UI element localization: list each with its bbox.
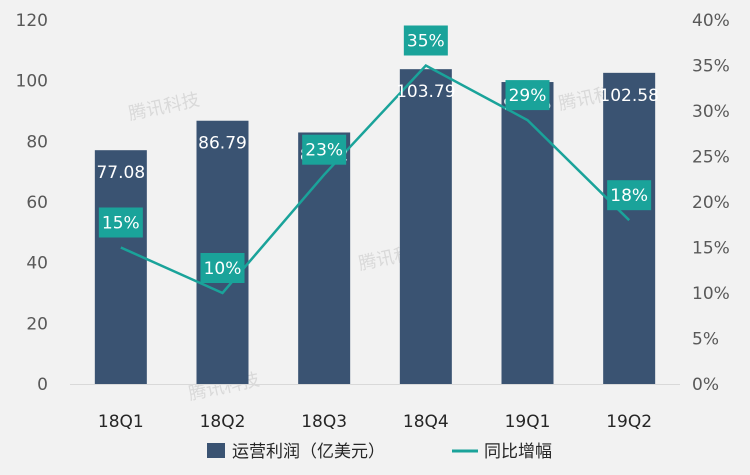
legend-label-bar: 运营利润（亿美元） (232, 442, 385, 462)
right-tick-label: 40% (692, 11, 730, 31)
legend-label-line: 同比增幅 (484, 442, 552, 462)
left-tick-label: 100 (16, 72, 48, 92)
left-tick-label: 60 (26, 193, 48, 213)
growth-label-box (302, 134, 347, 165)
watermark-text: 腾讯科技 (127, 89, 202, 125)
left-tick-label: 40 (26, 254, 48, 274)
category-label: 19Q1 (505, 412, 551, 432)
category-label: 18Q1 (98, 412, 144, 432)
growth-label: 35% (407, 32, 445, 52)
left-tick-label: 0 (37, 375, 48, 395)
category-label: 19Q2 (606, 412, 652, 432)
right-tick-label: 30% (692, 102, 730, 122)
growth-label-box (505, 80, 550, 111)
right-tick-label: 15% (692, 239, 730, 259)
growth-line-layer (120, 63, 631, 295)
growth-label: 10% (204, 259, 242, 279)
growth-label-box (403, 25, 448, 56)
growth-label: 18% (610, 186, 648, 206)
left-tick-label: 80 (26, 132, 48, 152)
bar-value-label: 102.58 (599, 86, 658, 106)
bar-value-label: 77.08 (96, 163, 145, 183)
right-tick-label: 25% (692, 148, 730, 168)
bar-18Q2 (196, 120, 249, 384)
legend-swatch-bar (207, 443, 225, 458)
right-tick-label: 35% (692, 57, 730, 77)
bar-value-label: 103.79 (396, 82, 455, 102)
right-tick-label: 0% (692, 375, 719, 395)
right-tick-label: 5% (692, 330, 719, 350)
left-tick-label: 20 (26, 314, 48, 334)
growth-line (120, 63, 631, 295)
growth-label-box (98, 207, 143, 238)
legend: 运营利润（亿美元） 同比增幅 (207, 442, 552, 462)
bars (94, 69, 656, 384)
category-label: 18Q2 (200, 412, 246, 432)
x-axis: 18Q1 18Q2 18Q3 18Q4 19Q1 19Q2 (70, 384, 680, 432)
bar-18Q3 (298, 132, 351, 384)
bar-18Q4 (399, 69, 452, 384)
bar-19Q2 (603, 72, 656, 384)
growth-label: 23% (305, 141, 343, 161)
growth-label-box (200, 253, 245, 283)
growth-label-box (607, 180, 652, 211)
left-tick-label: 120 (16, 11, 48, 31)
right-axis: 0% 5% 10% 15% 20% 25% 30% 35% 40% (692, 11, 730, 395)
bar-19Q1 (501, 82, 554, 384)
bar-value-label: 86.79 (198, 134, 247, 154)
category-label: 18Q3 (301, 412, 347, 432)
growth-labels: 15% 10% 23% 35% 29% 18% (98, 25, 652, 283)
growth-label: 29% (509, 86, 547, 106)
right-tick-label: 20% (692, 193, 730, 213)
growth-label: 15% (102, 214, 140, 234)
bar-18Q1 (94, 150, 147, 384)
right-tick-label: 10% (692, 284, 730, 304)
category-label: 18Q4 (403, 412, 449, 432)
left-axis: 0 20 40 60 80 100 120 (16, 11, 48, 395)
